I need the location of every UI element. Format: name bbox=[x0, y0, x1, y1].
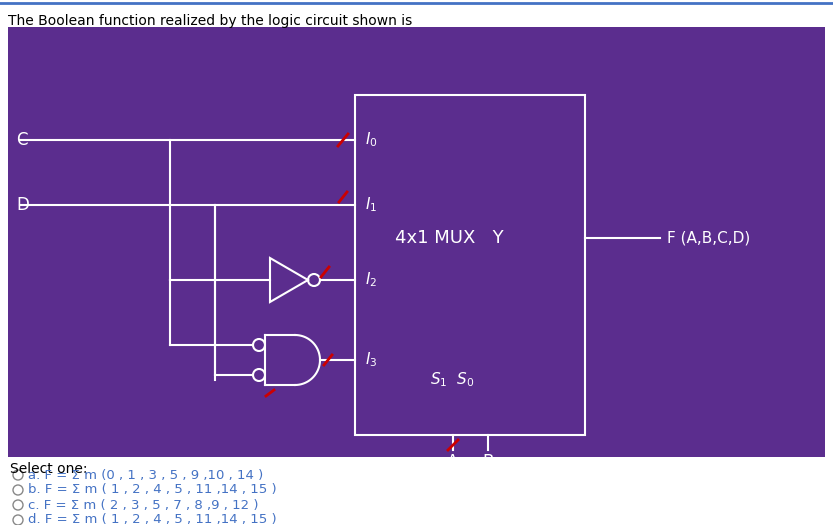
Text: c. F = Σ m ( 2 , 3 , 5 , 7 , 8 ,9 , 12 ): c. F = Σ m ( 2 , 3 , 5 , 7 , 8 ,9 , 12 ) bbox=[28, 499, 258, 511]
Text: Select one:: Select one: bbox=[10, 462, 87, 476]
Text: d. F = Σ m ( 1 , 2 , 4 , 5 , 11 ,14 , 15 ): d. F = Σ m ( 1 , 2 , 4 , 5 , 11 ,14 , 15… bbox=[28, 513, 277, 525]
Text: The Boolean function realized by the logic circuit shown is: The Boolean function realized by the log… bbox=[8, 14, 412, 28]
Text: $S_1$  $S_0$: $S_1$ $S_0$ bbox=[430, 371, 475, 390]
Text: $I_0$: $I_0$ bbox=[365, 131, 377, 149]
Text: $I_3$: $I_3$ bbox=[365, 351, 377, 370]
Text: B: B bbox=[482, 453, 494, 471]
Text: 4x1 MUX   Y: 4x1 MUX Y bbox=[395, 229, 504, 247]
Text: $I_1$: $I_1$ bbox=[365, 196, 377, 214]
Text: A: A bbox=[447, 453, 459, 471]
Text: F (A,B,C,D): F (A,B,C,D) bbox=[667, 230, 751, 245]
Text: D: D bbox=[16, 196, 29, 214]
Text: C: C bbox=[16, 131, 27, 149]
Text: $I_2$: $I_2$ bbox=[365, 271, 377, 289]
Text: a. F = Σ m (0 , 1 , 3 , 5 , 9 ,10 , 14 ): a. F = Σ m (0 , 1 , 3 , 5 , 9 ,10 , 14 ) bbox=[28, 468, 263, 481]
Text: b. F = Σ m ( 1 , 2 , 4 , 5 , 11 ,14 , 15 ): b. F = Σ m ( 1 , 2 , 4 , 5 , 11 ,14 , 15… bbox=[28, 484, 277, 497]
Bar bbox=[355, 95, 585, 435]
Bar bbox=[8, 27, 825, 457]
